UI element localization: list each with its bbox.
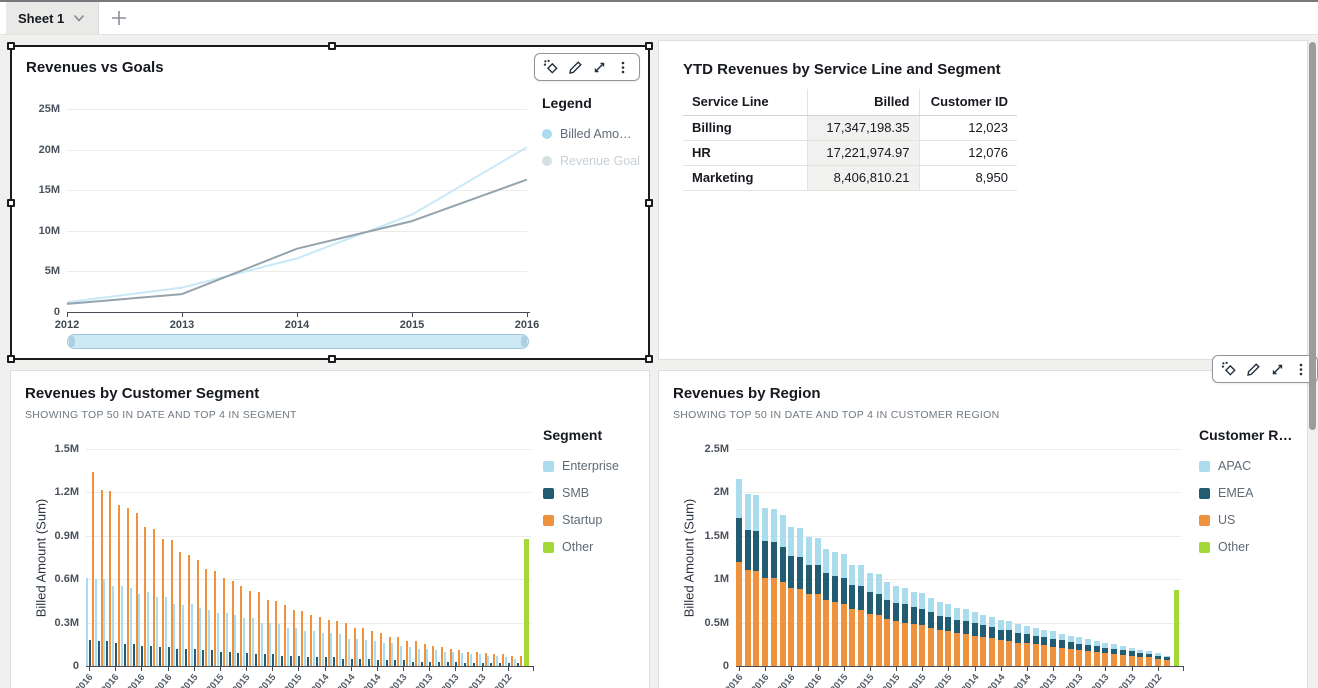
- stacked-bar-chart-plot[interactable]: 0 0.5M 1M 1.5M 2M 2.5M 2016 2016 2016 2016 2015 201…: [705, 443, 1184, 688]
- grouped-bar-chart-plot[interactable]: 0 0.3M 0.6M 0.9M 1.2M 1.5M 2016 2016 2016 2016 201…: [55, 443, 534, 688]
- visual-menu-icon[interactable]: [1291, 359, 1311, 379]
- legend-item-startup[interactable]: Startup: [543, 513, 647, 527]
- legend-item-apac[interactable]: APAC: [1199, 459, 1303, 473]
- table-row[interactable]: Billing 17,347,198.35 12,023: [683, 115, 1017, 141]
- visual-revenues-by-region[interactable]: Revenues by Region SHOWING TOP 50 IN DAT…: [658, 370, 1308, 688]
- ytd-revenues-table: Service Line Billed Customer ID Billing …: [683, 89, 1017, 191]
- visual-subtitle: SHOWING TOP 50 IN DATE AND TOP 4 IN SEGM…: [25, 409, 297, 421]
- legend-swatch: [542, 129, 552, 139]
- visual-toolbar: [1212, 355, 1318, 383]
- visual-revenues-vs-goals[interactable]: Revenues vs Goals 0 5M 10M 15M 20M 25M 2012 201…: [7, 42, 653, 363]
- legend-swatch: [1199, 460, 1210, 472]
- column-header-billed[interactable]: Billed: [806, 89, 920, 116]
- visual-title: Revenues by Customer Segment: [25, 385, 260, 402]
- legend-item-emea[interactable]: EMEA: [1199, 486, 1303, 500]
- legend-swatch: [1199, 487, 1210, 499]
- line-chart-plot[interactable]: 0 5M 10M 15M 20M 25M 2012 2013 2014 2015 2016: [38, 103, 540, 331]
- legend-item-revenue-goal[interactable]: Revenue Goal: [542, 154, 648, 168]
- visual-subtitle: SHOWING TOP 50 IN DATE AND TOP 4 IN CUST…: [673, 409, 1000, 421]
- table-row[interactable]: Marketing 8,406,810.21 8,950: [683, 165, 1017, 191]
- legend-panel: Segment Enterprise SMB Startup Other: [543, 427, 647, 567]
- legend-swatch: [543, 514, 554, 526]
- tab-sheet1[interactable]: Sheet 1: [6, 2, 100, 34]
- legend-item-billed-amount[interactable]: Billed Amo…: [542, 127, 648, 141]
- edit-visual-icon[interactable]: [565, 57, 585, 77]
- resize-handle-w[interactable]: [7, 199, 15, 207]
- x-axis-range-scrollbar[interactable]: [67, 334, 529, 349]
- visual-title: Revenues vs Goals: [26, 59, 164, 76]
- expand-visual-icon[interactable]: [589, 57, 609, 77]
- legend-item-us[interactable]: US: [1199, 513, 1303, 527]
- column-header-customer-id[interactable]: Customer ID: [919, 89, 1017, 116]
- legend-item-enterprise[interactable]: Enterprise: [543, 459, 647, 473]
- legend-swatch: [543, 487, 554, 499]
- cell-customer-id: 12,076: [919, 140, 1017, 166]
- legend-swatch: [1199, 541, 1210, 553]
- legend-swatch: [1199, 514, 1210, 526]
- legend-item-smb[interactable]: SMB: [543, 486, 647, 500]
- move-visual-icon[interactable]: [1219, 359, 1239, 379]
- expand-visual-icon[interactable]: [1267, 359, 1287, 379]
- legend-panel: Legend Billed Amo… Revenue Goal: [542, 95, 648, 181]
- table-row[interactable]: HR 17,221,974.97 12,076: [683, 140, 1017, 166]
- add-sheet-button[interactable]: [99, 2, 139, 34]
- visual-revenues-by-customer-segment[interactable]: Revenues by Customer Segment SHOWING TOP…: [10, 370, 650, 688]
- cell-customer-id: 8,950: [919, 165, 1017, 191]
- range-handle-right[interactable]: [521, 336, 527, 347]
- sheet-tab-bar: Sheet 1: [0, 0, 1318, 35]
- visual-title: Revenues by Region: [673, 385, 821, 402]
- y-axis-title: Billed Amount (Sum): [681, 498, 697, 618]
- visual-toolbar: [534, 53, 640, 81]
- cell-billed: 17,347,198.35: [806, 115, 920, 141]
- legend-item-other[interactable]: Other: [1199, 540, 1303, 554]
- legend-swatch: [543, 541, 554, 553]
- visual-title: YTD Revenues by Service Line and Segment: [683, 61, 1001, 78]
- y-axis-title: Billed Amount (Sum): [33, 498, 49, 618]
- cell-billed: 17,221,974.97: [806, 140, 920, 166]
- cell-customer-id: 12,023: [919, 115, 1017, 141]
- range-handle-left[interactable]: [69, 336, 75, 347]
- resize-handle-ne[interactable]: [645, 42, 653, 50]
- resize-handle-se[interactable]: [645, 355, 653, 363]
- edit-visual-icon[interactable]: [1243, 359, 1263, 379]
- resize-handle-sw[interactable]: [7, 355, 15, 363]
- resize-handle-n[interactable]: [328, 42, 336, 50]
- cell-billed: 8,406,810.21: [806, 165, 920, 191]
- visual-menu-icon[interactable]: [613, 57, 633, 77]
- tab-sheet1-label: Sheet 1: [18, 10, 65, 26]
- legend-panel: Customer R… APAC EMEA US Other: [1199, 427, 1303, 567]
- legend-title: Legend: [542, 95, 592, 111]
- chevron-down-icon[interactable]: [72, 11, 86, 25]
- dashboard-canvas: Revenues vs Goals 0 5M 10M 15M 20M 25M 2012 201…: [0, 35, 1318, 688]
- legend-item-other[interactable]: Other: [543, 540, 647, 554]
- visual-ytd-revenues-table[interactable]: YTD Revenues by Service Line and Segment…: [658, 40, 1308, 360]
- legend-title: Customer R…: [1199, 427, 1293, 443]
- move-visual-icon[interactable]: [541, 57, 561, 77]
- cell-service-line: Billing: [683, 115, 807, 141]
- resize-handle-nw[interactable]: [7, 42, 15, 50]
- resize-handle-e[interactable]: [645, 199, 653, 207]
- cell-service-line: HR: [683, 140, 807, 166]
- resize-handle-s[interactable]: [328, 355, 336, 363]
- legend-swatch: [543, 460, 554, 472]
- cell-service-line: Marketing: [683, 165, 807, 191]
- legend-swatch: [542, 156, 552, 166]
- column-header-service-line[interactable]: Service Line: [683, 89, 807, 116]
- legend-title: Segment: [543, 427, 603, 443]
- vertical-scrollbar[interactable]: [1309, 42, 1316, 430]
